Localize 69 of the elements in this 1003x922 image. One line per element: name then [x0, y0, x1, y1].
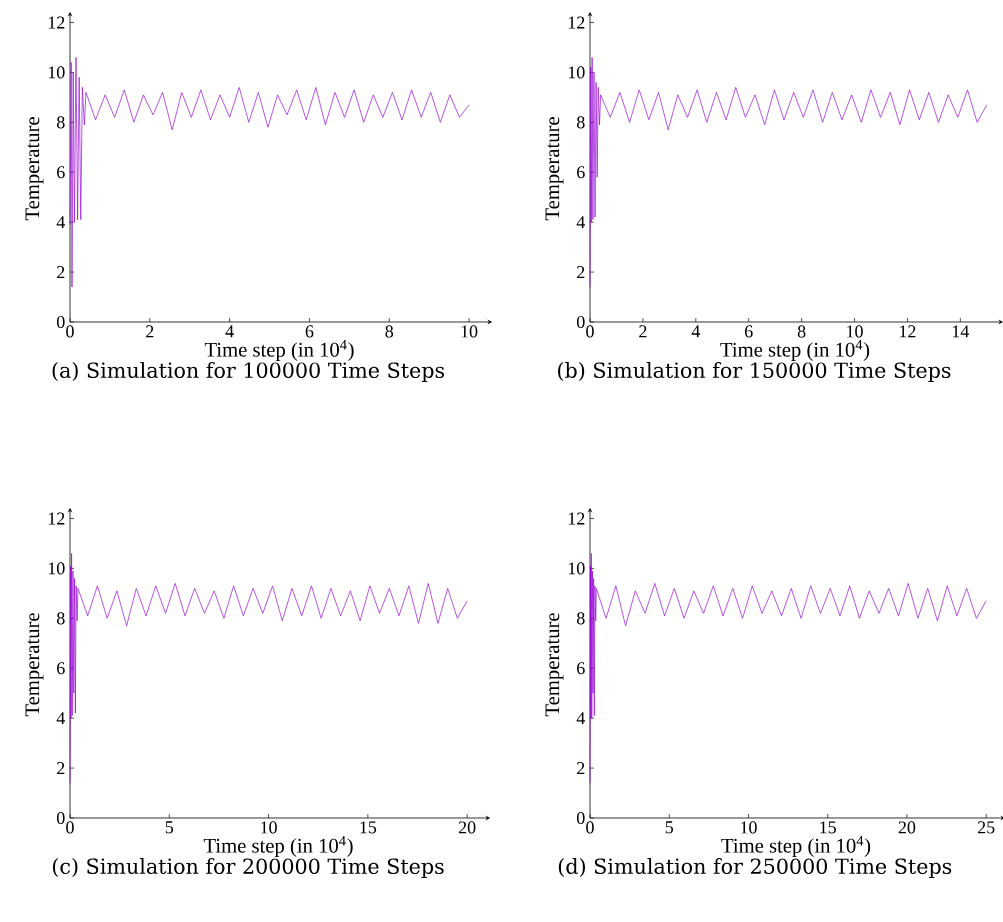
x-tick-label: 6 — [305, 325, 314, 338]
y-tick-label: 4 — [576, 712, 586, 725]
x-tick-label: 10 — [847, 325, 863, 338]
x-axis-title: Time step (in 10$^{4}$) — [721, 836, 871, 857]
y-tick-label: 0 — [576, 315, 585, 329]
text: (b) Simulation for 150000 Time Steps — [558, 362, 951, 383]
x-tick-label: 10 — [741, 821, 757, 834]
y-tick-label: 0 — [56, 315, 65, 329]
x-tick-label: 4 — [691, 325, 701, 338]
y-tick-label: 10 — [48, 66, 65, 79]
y-tick-label: 0 — [576, 811, 585, 825]
line-series — [589, 57, 988, 288]
y-axis-title: Temperature — [545, 117, 564, 221]
x-axis-title: Time step (in 10$^{4}$) — [203, 836, 353, 857]
y-tick-label: 0 — [56, 811, 65, 825]
y-tick-label: 12 — [48, 16, 65, 29]
x-tick-label: 12 — [900, 325, 916, 338]
y-tick-label: 8 — [56, 612, 65, 625]
x-tick-label: 6 — [744, 325, 753, 338]
y-tick-label: 12 — [48, 512, 65, 525]
y-tick-label: 4 — [56, 216, 66, 229]
y-tick-label: 12 — [568, 512, 585, 525]
x-tick-label: 15 — [360, 821, 377, 834]
text: (d) Simulation for 250000 Time Steps — [558, 858, 952, 879]
x-axis-title: Time step (in 10$^{4}$) — [204, 340, 354, 361]
x-tick-label: 0 — [66, 821, 74, 834]
x-tick-label: 0 — [586, 821, 594, 834]
x-tick-label: 0 — [66, 325, 74, 338]
x-tick-label: 25 — [977, 821, 995, 834]
x-tick-label: 8 — [385, 325, 394, 338]
x-axis-title: Time step (in 10$^{4}$) — [720, 340, 870, 361]
y-tick-label: 10 — [568, 66, 585, 79]
y-tick-label: 6 — [577, 166, 585, 179]
y-tick-label: 6 — [57, 166, 65, 179]
x-tick-label: 10 — [261, 821, 277, 834]
y-axis-title: Temperature — [25, 613, 44, 717]
y-axis-title: Temperature — [545, 613, 564, 717]
y-tick-label: 2 — [57, 266, 65, 279]
line-series — [69, 553, 468, 784]
line-series — [589, 553, 987, 784]
x-tick-label: 10 — [461, 325, 478, 338]
y-tick-label: 6 — [577, 662, 585, 675]
y-tick-label: 8 — [576, 612, 585, 625]
x-tick-label: 5 — [165, 821, 174, 834]
y-tick-label: 2 — [57, 762, 65, 775]
x-tick-label: 5 — [665, 821, 674, 834]
x-tick-label: 15 — [820, 821, 836, 834]
x-tick-label: 4 — [225, 325, 234, 338]
y-tick-label: 4 — [576, 216, 586, 229]
x-tick-label: 8 — [797, 325, 806, 338]
x-tick-label: 2 — [146, 325, 154, 338]
y-tick-label: 2 — [577, 266, 585, 279]
x-tick-label: 14 — [952, 325, 970, 338]
text: (a) Simulation for 100000 Time Steps — [52, 362, 445, 383]
x-tick-label: 0 — [586, 325, 594, 338]
line-series — [69, 57, 470, 288]
y-tick-label: 10 — [48, 562, 65, 575]
y-tick-label: 2 — [577, 762, 585, 775]
text: (c) Simulation for 200000 Time Steps — [52, 858, 444, 879]
y-tick-label: 12 — [568, 16, 585, 29]
y-tick-label: 6 — [57, 662, 65, 675]
y-tick-label: 8 — [576, 116, 585, 129]
x-tick-label: 20 — [898, 821, 916, 834]
y-tick-label: 4 — [56, 712, 66, 725]
x-tick-label: 2 — [639, 325, 647, 338]
x-tick-label: 20 — [458, 821, 476, 834]
y-tick-label: 8 — [56, 116, 65, 129]
y-axis-title: Temperature — [25, 117, 44, 221]
y-tick-label: 10 — [568, 562, 585, 575]
